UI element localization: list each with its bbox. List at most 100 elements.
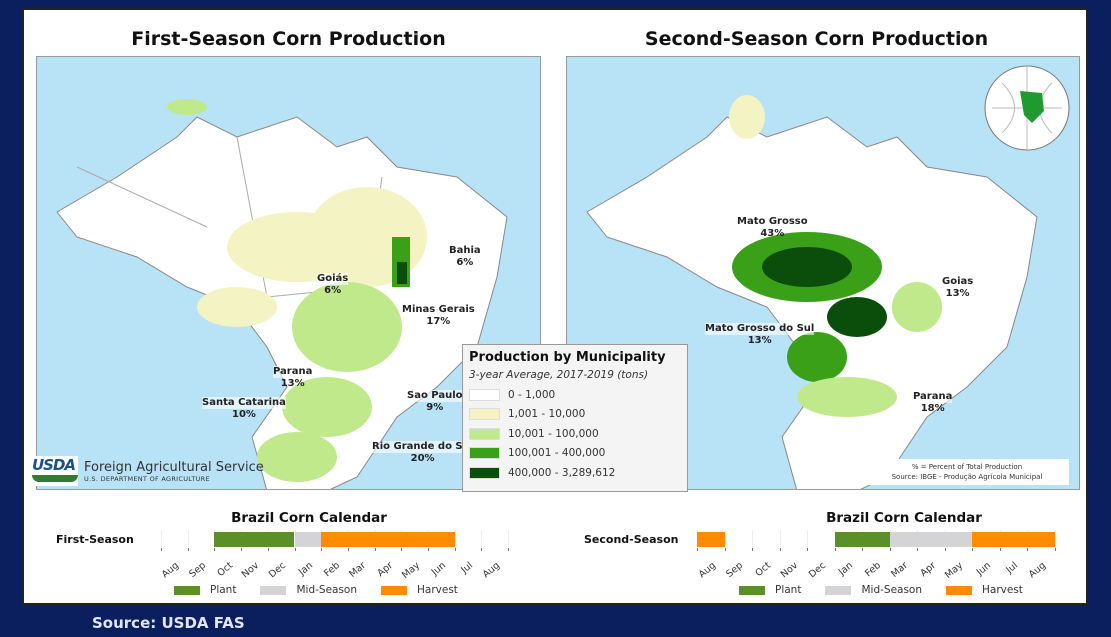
tick [917,548,918,551]
state-name: Goiás [317,273,349,285]
phase-swatch [260,585,287,595]
tick [999,548,1001,551]
tick [807,548,808,551]
phase-swatch [946,585,973,595]
state-name: Mato Grosso [737,216,808,228]
calendar-legend-item: Plant [174,584,236,596]
calendar-legend-item: Harvest [381,584,458,596]
tick [752,548,753,551]
calendar-legend-item: Mid-Season [260,584,357,596]
state-label: Sao Paulo 9% [407,390,463,414]
legend-item: 100,001 - 400,000 [469,444,681,464]
calendar-title: Brazil Corn Calendar [826,510,982,526]
state-label: Mato Grosso do Sul 13% [705,323,815,347]
map-note: % = Percent of Total Production Source: I… [865,459,1069,485]
first-season-map: Bahia 6% Goiás 6% Minas Gerais 17% Parana 13% Sa… [36,56,541,490]
state-label: Santa Catarina 10% [202,397,286,421]
grid-line [508,530,510,548]
globe-inset [984,65,1070,151]
tick [321,548,323,551]
legend-item: 400,000 - 3,289,612 [469,463,681,483]
tick [1027,548,1028,551]
state-percent: 6% [324,285,342,296]
state-label: Rio Grande do Sul 20% [372,441,474,465]
state-name: Mato Grosso do Sul [705,323,815,335]
percent-note: % = Percent of Total Production [911,463,1023,471]
season-label: First-Season [56,533,134,546]
legend-swatch [469,466,500,479]
tick [347,548,349,551]
legend-swatch [469,408,500,421]
grid-line [161,530,162,548]
first-season-calendar: Brazil Corn Calendar First-Season Aug Sep Oc… [24,500,554,605]
usda-logo: USDA Foreign Agricultural Service U.S. DE… [32,456,264,486]
phase-bar-plant [214,532,295,547]
calendar-legend-item: Mid-Season [825,584,922,596]
legend-label: 0 - 1,000 [508,388,556,401]
state-percent: 43% [760,228,785,239]
state-percent: 18% [920,403,945,414]
calendar-title: Brazil Corn Calendar [231,510,387,526]
phase-bar-mid-season [889,532,972,547]
phase-bar-mid-season [294,532,322,547]
grid-line [454,530,456,548]
tick [187,548,189,551]
figure-panel: First-Season Corn Production Second-Seas… [22,8,1088,605]
legend-subtitle: 3-year Average, 2017-2019 (tons) [469,369,649,381]
state-label: Minas Gerais 17% [402,304,475,328]
tick [834,548,836,551]
state-name: Parana [913,391,953,403]
season-label: Second-Season [584,533,679,546]
state-percent: 20% [410,453,435,464]
grid-line [752,530,753,548]
state-percent: 13% [747,335,772,346]
state-name: Goias [942,276,974,288]
production-legend: Production by Municipality 3-year Averag… [462,344,688,492]
legend-label: 10,001 - 100,000 [508,427,599,440]
grid-line [807,530,808,548]
calendar-legend: Plant Mid-Season Harvest [739,584,1047,596]
state-label: Mato Grosso 43% [737,216,808,240]
legend-item: 1,001 - 10,000 [469,405,681,425]
tick [724,548,726,551]
tick [161,548,162,551]
legend-title: Production by Municipality [469,350,666,365]
phase-label: Harvest [417,584,458,596]
grid-line [1054,530,1056,548]
tick [697,548,698,551]
grid-line [779,530,781,548]
legend-swatch [469,447,500,460]
state-name: Minas Gerais [402,304,475,316]
usda-wordmark: USDA [32,456,76,474]
phase-label: Mid-Season [296,584,358,596]
state-percent: 13% [945,288,970,299]
agency-name: Foreign Agricultural Service [84,459,264,475]
grid-line [724,530,726,548]
state-label: Bahia 6% [449,245,481,269]
legend-label: 1,001 - 10,000 [508,408,586,421]
left-map-title: First-Season Corn Production [131,28,446,50]
phase-bar-harvest [972,532,1055,547]
phase-swatch [381,585,408,595]
source-caption: Source: USDA FAS [92,614,245,632]
state-percent: 13% [280,378,305,389]
right-map-title: Second-Season Corn Production [644,28,989,50]
grid-line [187,530,189,548]
legend-label: 100,001 - 400,000 [508,447,606,460]
state-name: Bahia [449,245,481,257]
grid-line [481,530,483,548]
legend-swatch [469,427,500,440]
phase-label: Plant [210,584,237,596]
phase-label: Harvest [982,584,1023,596]
state-percent: 6% [456,257,474,268]
second-season-calendar: Brazil Corn Calendar Second-Season Aug Sep O… [554,500,1090,605]
tick [241,548,243,551]
tick [267,548,269,551]
state-label: Parana 13% [273,366,313,390]
legend-item: 0 - 1,000 [469,385,681,405]
department-name: U.S. DEPARTMENT OF AGRICULTURE [84,474,210,483]
state-label: Goias 13% [942,276,974,300]
calendar-legend: Plant Mid-Season Harvest [174,584,482,596]
phase-bar-harvest [697,532,725,547]
phase-bar-plant [834,532,890,547]
